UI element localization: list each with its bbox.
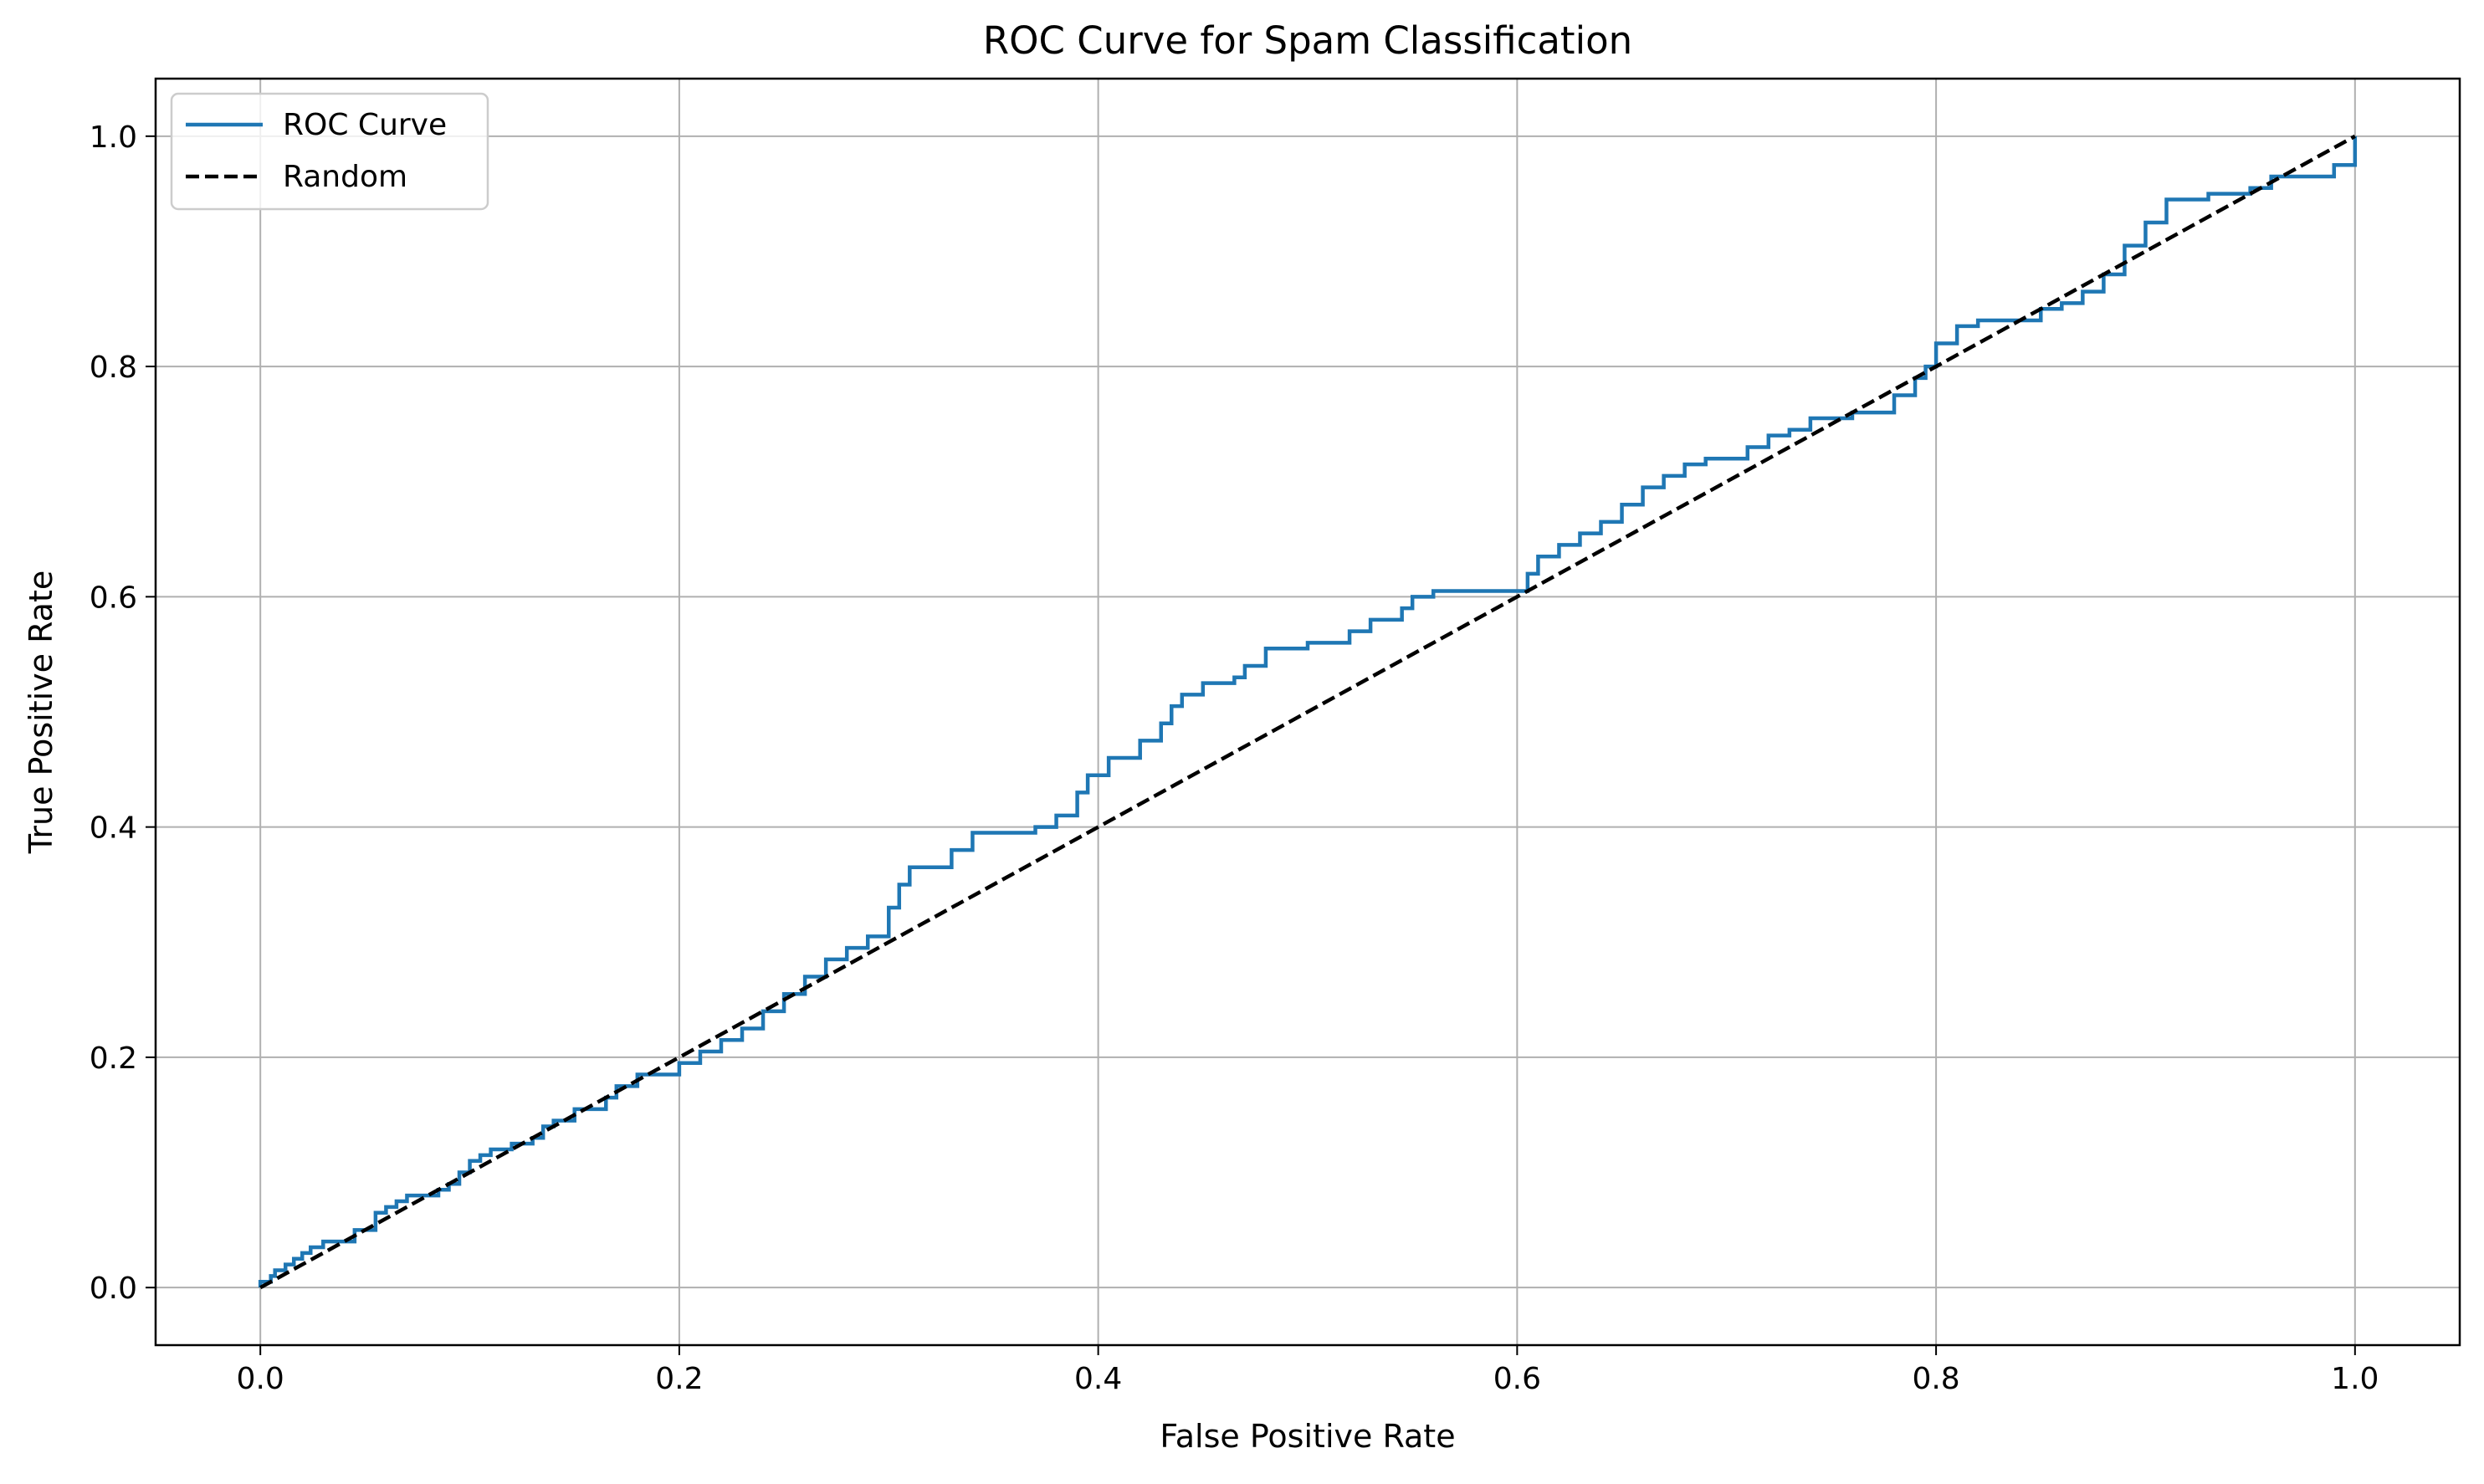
ticks: 0.0 0.2 0.4 0.6 0.8 1.0 0.0 0.2 0.4 0.6 0.8 1.0 [90,120,2379,1396]
x-tick-label: 0.4 [1074,1362,1122,1396]
x-tick-label: 1.0 [2331,1362,2379,1396]
roc-curve-line [258,136,2358,1288]
x-tick-label: 0.6 [1493,1362,1541,1396]
y-tick-label: 0.6 [90,581,137,615]
plot-frame [154,77,2461,1347]
legend-box [170,92,489,211]
legend: ROC Curve Random [170,92,489,211]
chart-title: ROC Curve for Spam Classification [983,18,1632,63]
y-tick-label: 0.8 [90,351,137,385]
grid [156,79,2460,1345]
x-tick-label: 0.2 [655,1362,703,1396]
legend-random-label: Random [283,160,407,194]
series-layer [258,134,2358,1290]
x-tick-label: 0.0 [237,1362,284,1396]
legend-roc-curve-label: ROC Curve [283,108,447,142]
y-tick-label: 1.0 [90,120,137,155]
y-tick-label: 0.2 [90,1041,137,1076]
y-axis-label: True Positive Rate [23,571,59,855]
random-line [259,134,2356,1290]
y-tick-label: 0.0 [90,1272,137,1306]
y-tick-label: 0.4 [90,811,137,846]
x-tick-label: 0.8 [1912,1362,1959,1396]
x-axis-label: False Positive Rate [1160,1418,1455,1455]
